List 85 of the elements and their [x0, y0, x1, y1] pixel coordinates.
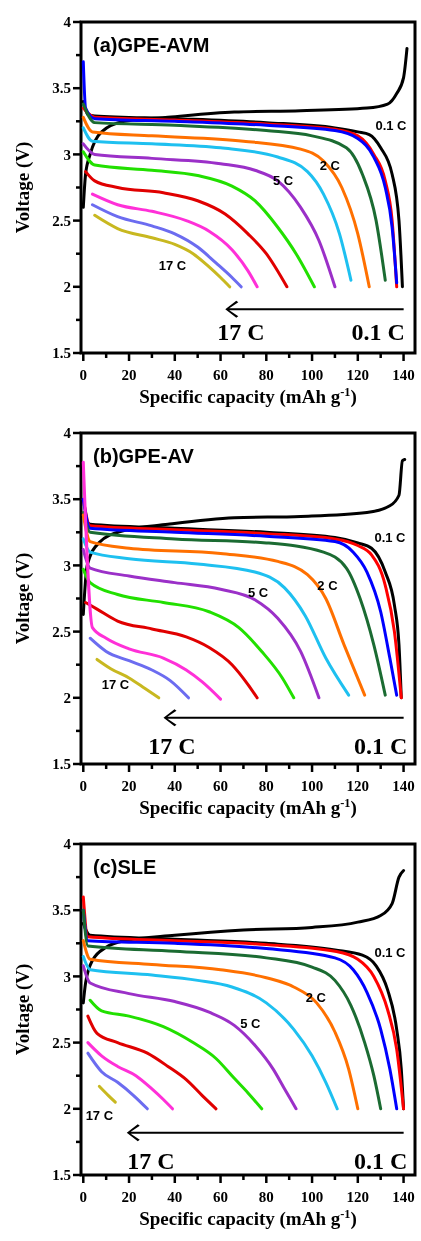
y-tick-label: 3	[63, 968, 71, 985]
x-tick-label: 0	[79, 367, 88, 383]
y-tick-label: 4	[63, 14, 72, 31]
line-series	[81, 126, 353, 282]
x-tick-label: 60	[213, 367, 229, 383]
annotation: 2 C	[317, 577, 339, 593]
line-series	[81, 964, 298, 1111]
x-tick-label: 20	[121, 367, 137, 383]
x-tick-label: 100	[300, 367, 324, 383]
line-series	[93, 213, 232, 289]
line-series	[81, 567, 296, 700]
x-tick-label: 40	[167, 1189, 183, 1205]
annotation: 0.1 C	[374, 530, 407, 546]
line-series	[86, 1051, 149, 1111]
y-tick-label: 3	[63, 557, 71, 574]
y-tick-label: 2.5	[52, 1034, 71, 1051]
x-tick-label: 20	[121, 778, 137, 794]
x-tick-label: 80	[258, 1189, 274, 1205]
annotation: 17 C	[101, 677, 130, 693]
annotation: 17 C	[85, 1107, 114, 1123]
y-axis-title: Voltage (V)	[12, 141, 34, 234]
x-tick-label: 100	[300, 1189, 324, 1205]
text: (a)GPE-AVM	[93, 34, 210, 56]
line-series	[88, 636, 191, 700]
x-tick-label: 40	[167, 367, 183, 383]
annotation: 5 C	[240, 1015, 262, 1031]
line-series	[81, 60, 399, 285]
y-tick-label: 2	[63, 690, 71, 707]
x-tick-label: 140	[392, 367, 415, 383]
y-tick-label: 3.5	[52, 80, 71, 97]
x-tick-label: 120	[346, 778, 370, 794]
annotation: 17 C	[217, 319, 265, 346]
x-tick-label: 0	[79, 1189, 88, 1205]
y-tick-label: 1.5	[52, 345, 71, 362]
line-series	[95, 657, 161, 700]
annotation: 0.1 C	[353, 1147, 408, 1174]
x-tick-label: 100	[300, 778, 324, 794]
line-series	[90, 192, 259, 289]
y-tick-label: 2	[63, 1101, 71, 1118]
y-tick-label: 2.5	[52, 623, 71, 640]
line-series	[84, 600, 259, 700]
x-tick-label: 80	[258, 367, 274, 383]
line-series	[86, 1041, 175, 1111]
x-tick-label: 60	[213, 1189, 229, 1205]
x-tick-label: 80	[258, 778, 274, 794]
line-series	[81, 939, 360, 1111]
x-tick-label: 140	[392, 1189, 415, 1205]
annotation: 5 C	[272, 173, 294, 189]
text: (c)SLE	[93, 856, 157, 878]
annotation: 17 C	[127, 1147, 175, 1174]
y-tick-label: 3.5	[52, 491, 71, 508]
y-axis-title: Voltage (V)	[12, 963, 34, 1056]
line-series	[81, 537, 351, 697]
y-axis-title: Voltage (V)	[12, 552, 34, 645]
y-tick-label: 3	[63, 146, 71, 163]
annotation: 2 C	[319, 157, 341, 173]
x-tick-label: 40	[167, 778, 183, 794]
y-tick-label: 2.5	[52, 212, 71, 229]
annotation: 5 C	[247, 585, 269, 601]
y-tick-label: 1.5	[52, 1167, 71, 1184]
x-tick-label: 60	[213, 778, 229, 794]
y-tick-label: 4	[63, 425, 72, 442]
annotation: 17 C	[148, 732, 196, 759]
y-tick-label: 2	[63, 279, 71, 296]
annotation: 0.1 C	[375, 117, 408, 133]
x-axis-title: Specific capacity (mAh g$^{-1}$)	[139, 1207, 357, 1230]
line-series	[88, 998, 264, 1111]
text: (b)GPE-AV	[93, 445, 195, 467]
x-axis-title: Specific capacity (mAh g$^{-1}$)	[139, 385, 357, 408]
y-tick-label: 1.5	[52, 756, 71, 773]
y-tick-label: 3.5	[52, 902, 71, 919]
line-series	[86, 1014, 218, 1111]
x-tick-label: 120	[346, 1189, 370, 1205]
annotation: 0.1 C	[353, 732, 408, 759]
annotation: 17 C	[158, 258, 187, 274]
x-axis-title: Specific capacity (mAh g$^{-1}$)	[139, 796, 357, 819]
line-series	[81, 955, 339, 1111]
annotation: 0.1 C	[374, 945, 407, 961]
x-tick-label: 140	[392, 778, 415, 794]
line-series	[90, 203, 243, 289]
x-tick-label: 20	[121, 1189, 137, 1205]
y-tick-label: 4	[63, 836, 72, 853]
x-tick-label: 0	[79, 778, 88, 794]
annotation: 0.1 C	[351, 319, 405, 346]
x-tick-label: 120	[346, 367, 370, 383]
